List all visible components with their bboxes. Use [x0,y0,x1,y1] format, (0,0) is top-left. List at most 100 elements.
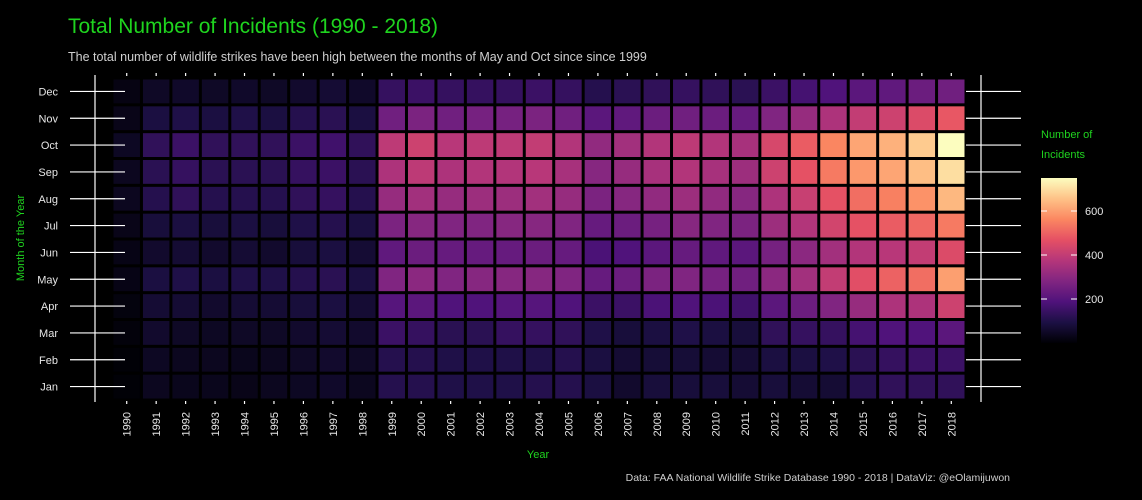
cell-oct-2017 [908,133,936,157]
cell-mar-1999 [378,321,405,345]
cell-jan-1994 [231,374,258,399]
cell-feb-2014 [820,347,847,372]
cell-jun-2001 [437,240,464,265]
cell-apr-2000 [407,294,435,318]
x-tick-label-1995: 1995 [269,412,281,436]
legend-ticks: 200 400 600 [1041,206,1103,306]
cell-jul-1995 [260,213,288,238]
cell-dec-2001 [437,79,464,104]
cell-feb-2006 [584,347,612,372]
cell-may-2003 [496,267,523,292]
x-tick-label-2017: 2017 [917,412,929,436]
cell-jan-2009 [673,374,700,399]
cell-dec-1992 [172,79,199,104]
cell-dec-2015 [849,79,877,104]
x-tick-label-2008: 2008 [652,412,664,436]
cell-nov-1991 [142,106,170,131]
cell-aug-2005 [555,186,582,211]
cell-may-2002 [466,267,494,292]
legend-title-line-1: Number of [1041,129,1093,141]
cell-feb-1993 [201,347,229,372]
cell-mar-2005 [555,321,582,345]
x-tick-label-2013: 2013 [799,412,811,436]
cell-feb-2015 [849,347,877,372]
cell-aug-2003 [496,186,523,211]
cell-oct-1999 [378,133,405,157]
cell-sep-1995 [260,160,288,184]
cell-may-2018 [938,267,965,292]
cell-sep-2014 [820,160,847,184]
cell-mar-1995 [260,321,288,345]
cell-sep-2002 [466,160,494,184]
x-tick-label-2007: 2007 [622,412,634,436]
legend-title-line-2: Incidents [1041,149,1086,161]
cell-nov-2007 [614,106,641,131]
cell-dec-2009 [673,79,700,104]
cell-sep-2001 [437,160,464,184]
cell-jul-2008 [643,213,671,238]
cell-dec-1994 [231,79,258,104]
cell-sep-2017 [908,160,936,184]
cell-dec-2011 [731,79,759,104]
cell-jul-2013 [790,213,818,238]
cell-jul-2002 [466,213,494,238]
cell-oct-2003 [496,133,523,157]
cell-jan-1999 [378,374,405,399]
cell-dec-1995 [260,79,288,104]
cell-mar-2009 [673,321,700,345]
x-tick-label-1994: 1994 [240,412,252,436]
cell-jul-2012 [761,213,788,238]
cell-jun-2012 [761,240,788,265]
cell-may-2015 [849,267,877,292]
cell-nov-2014 [820,106,847,131]
cell-oct-2000 [407,133,435,157]
x-tick-label-2003: 2003 [505,412,517,436]
cell-jun-2006 [584,240,612,265]
x-tick-label-2015: 2015 [858,412,870,436]
cell-nov-1994 [231,106,258,131]
cell-sep-2018 [938,160,965,184]
cell-apr-2017 [908,294,936,318]
cell-apr-1999 [378,294,405,318]
cell-sep-1990 [113,160,140,184]
cell-may-1994 [231,267,258,292]
x-tick-label-2005: 2005 [563,412,575,436]
cell-oct-2005 [555,133,582,157]
cell-apr-1992 [172,294,199,318]
cell-dec-1991 [142,79,170,104]
cell-jun-1995 [260,240,288,265]
cell-mar-2004 [525,321,553,345]
cell-mar-2010 [702,321,729,345]
cell-feb-2004 [525,347,553,372]
cell-dec-2006 [584,79,612,104]
cell-nov-2009 [673,106,700,131]
cell-aug-2011 [731,186,759,211]
cell-jun-2015 [849,240,877,265]
cell-jul-2011 [731,213,759,238]
cell-aug-1991 [142,186,170,211]
cell-aug-1992 [172,186,199,211]
cell-feb-2011 [731,347,759,372]
cell-sep-2003 [496,160,523,184]
cell-oct-2002 [466,133,494,157]
cell-aug-1990 [113,186,140,211]
cell-sep-2006 [584,160,612,184]
cell-sep-2013 [790,160,818,184]
cell-oct-2008 [643,133,671,157]
cell-jun-1992 [172,240,199,265]
cell-sep-1993 [201,160,229,184]
cell-jun-1993 [201,240,229,265]
chart-subtitle: The total number of wildlife strikes hav… [68,50,647,64]
cell-nov-2015 [849,106,877,131]
cell-feb-1999 [378,347,405,372]
cell-apr-2006 [584,294,612,318]
cell-apr-2013 [790,294,818,318]
cell-dec-1998 [349,79,376,104]
cell-may-1990 [113,267,140,292]
cell-dec-2003 [496,79,523,104]
cell-feb-1997 [319,347,347,372]
cell-feb-1996 [290,347,317,372]
cell-apr-1993 [201,294,229,318]
cell-feb-2007 [614,347,641,372]
